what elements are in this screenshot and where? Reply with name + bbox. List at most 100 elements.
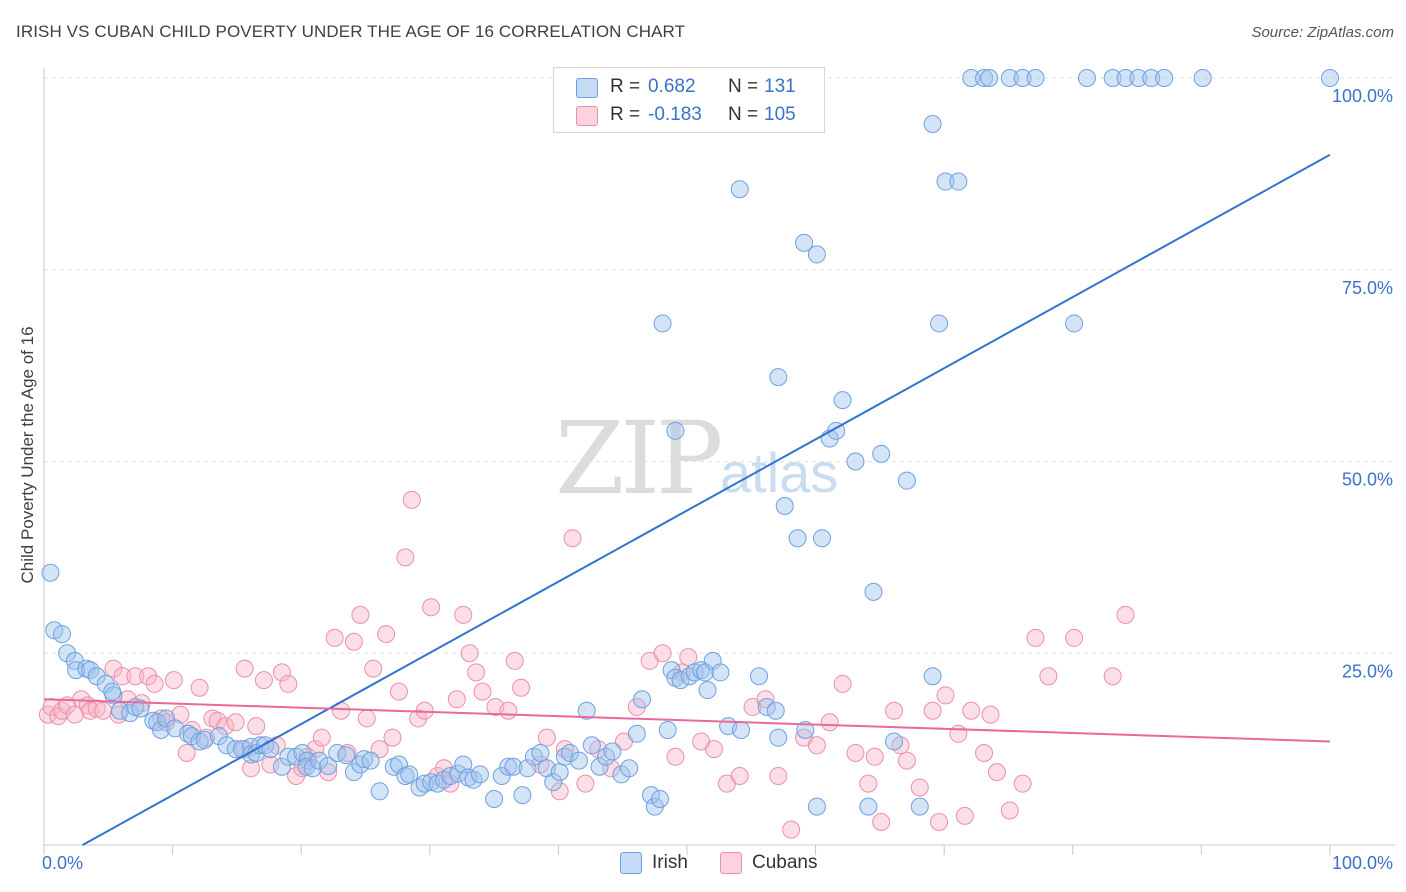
cuban-point bbox=[1013, 774, 1032, 793]
irish-point bbox=[864, 582, 883, 601]
irish-point bbox=[766, 701, 785, 720]
irish-point bbox=[698, 681, 717, 700]
cuban-point bbox=[537, 728, 556, 747]
cuban-point bbox=[550, 782, 569, 801]
irish-point bbox=[732, 720, 751, 739]
irish-point bbox=[279, 747, 298, 766]
cuban-point bbox=[383, 728, 402, 747]
gridlines bbox=[44, 77, 1395, 654]
cuban-point bbox=[126, 667, 145, 686]
cuban-point bbox=[377, 625, 396, 644]
cuban-n-label: N = bbox=[728, 104, 759, 125]
irish-point bbox=[577, 701, 596, 720]
irish-point bbox=[711, 663, 730, 682]
irish-point bbox=[1013, 69, 1032, 87]
cuban-point bbox=[955, 806, 974, 825]
irish-point bbox=[361, 751, 380, 770]
cuban-point bbox=[247, 717, 266, 736]
bottom-irish-label: Irish bbox=[652, 852, 688, 873]
cuban-point bbox=[344, 632, 363, 651]
irish-point bbox=[319, 756, 338, 775]
irish-point bbox=[750, 667, 769, 686]
cuban-point bbox=[820, 713, 839, 732]
irish-point bbox=[1000, 69, 1019, 87]
irish-point bbox=[603, 742, 622, 761]
y-axis-label: Child Poverty Under the Age of 16 bbox=[18, 326, 37, 584]
cuban-point bbox=[865, 747, 884, 766]
cuban-point bbox=[975, 743, 994, 762]
irish-swatch bbox=[576, 78, 598, 98]
y-tick-label: 100.0% bbox=[1332, 86, 1393, 106]
irish-trend-line bbox=[82, 153, 1331, 846]
cuban-point bbox=[962, 701, 981, 720]
irish-point bbox=[769, 728, 788, 747]
source-label: Source: ZipAtlas.com bbox=[1251, 24, 1394, 41]
irish-point bbox=[1155, 69, 1174, 87]
cuban-point bbox=[357, 709, 376, 728]
cuban-point bbox=[422, 598, 441, 617]
cuban-point bbox=[1065, 628, 1084, 647]
irish-point bbox=[1142, 69, 1161, 87]
irish-point bbox=[1077, 69, 1096, 87]
cuban-point bbox=[949, 724, 968, 743]
irish-point bbox=[370, 782, 389, 801]
cuban-point bbox=[325, 628, 344, 647]
cuban-point bbox=[499, 701, 518, 720]
irish-point bbox=[1116, 69, 1135, 87]
irish-point bbox=[53, 625, 72, 644]
irish-point bbox=[923, 667, 942, 686]
irish-point bbox=[582, 736, 601, 755]
irish-point bbox=[846, 452, 865, 471]
irish-point bbox=[531, 743, 550, 762]
correlation-legend: R = 0.682 N = 131 R = -0.183 N = 105 bbox=[553, 67, 825, 133]
cuban-point bbox=[396, 548, 415, 567]
irish-point bbox=[936, 172, 955, 191]
cuban-point bbox=[171, 705, 190, 724]
irish-point bbox=[769, 368, 788, 387]
irish-point bbox=[897, 471, 916, 490]
cuban-r-label: R = bbox=[610, 104, 641, 125]
irish-point bbox=[58, 644, 77, 663]
irish-point bbox=[217, 736, 236, 755]
cuban-point bbox=[807, 736, 826, 755]
irish-point bbox=[41, 563, 60, 582]
watermark-atlas: atlas bbox=[720, 441, 839, 504]
irish-point bbox=[923, 115, 942, 134]
cuban-series bbox=[38, 490, 1135, 839]
cuban-point bbox=[226, 713, 245, 732]
irish-point bbox=[885, 732, 904, 751]
irish-point bbox=[103, 682, 122, 701]
cuban-point bbox=[364, 659, 383, 678]
trend-lines bbox=[43, 153, 1331, 846]
irish-point bbox=[796, 720, 815, 739]
irish-point bbox=[930, 314, 949, 333]
irish-point bbox=[1193, 69, 1212, 87]
cuban-point bbox=[402, 490, 421, 509]
irish-point bbox=[962, 69, 981, 87]
irish-point bbox=[550, 763, 569, 782]
irish-point bbox=[1026, 69, 1045, 87]
irish-point bbox=[795, 233, 814, 252]
x-tick-label: 0.0% bbox=[42, 853, 83, 873]
cuban-point bbox=[261, 755, 280, 774]
irish-point bbox=[344, 763, 363, 782]
irish-point bbox=[569, 751, 588, 770]
irish-point bbox=[807, 797, 826, 816]
irish-point bbox=[650, 789, 669, 808]
cuban-point bbox=[65, 705, 84, 724]
cuban-point bbox=[389, 682, 408, 701]
irish-point bbox=[632, 690, 651, 709]
cuban-point bbox=[705, 740, 724, 759]
irish-point bbox=[504, 757, 523, 776]
irish-point bbox=[590, 757, 609, 776]
cuban-n-value: 105 bbox=[764, 104, 796, 125]
irish-point bbox=[641, 786, 660, 805]
cuban-point bbox=[164, 671, 183, 690]
irish-point bbox=[209, 727, 228, 746]
cuban-point bbox=[981, 705, 1000, 724]
bottom-cuban-swatch bbox=[720, 852, 742, 874]
irish-point bbox=[807, 245, 826, 264]
irish-point bbox=[485, 789, 504, 808]
irish-point bbox=[337, 746, 356, 765]
tick-labels: 25.0% 50.0% 75.0% 100.0% 0.0% 100.0% bbox=[42, 86, 1393, 873]
